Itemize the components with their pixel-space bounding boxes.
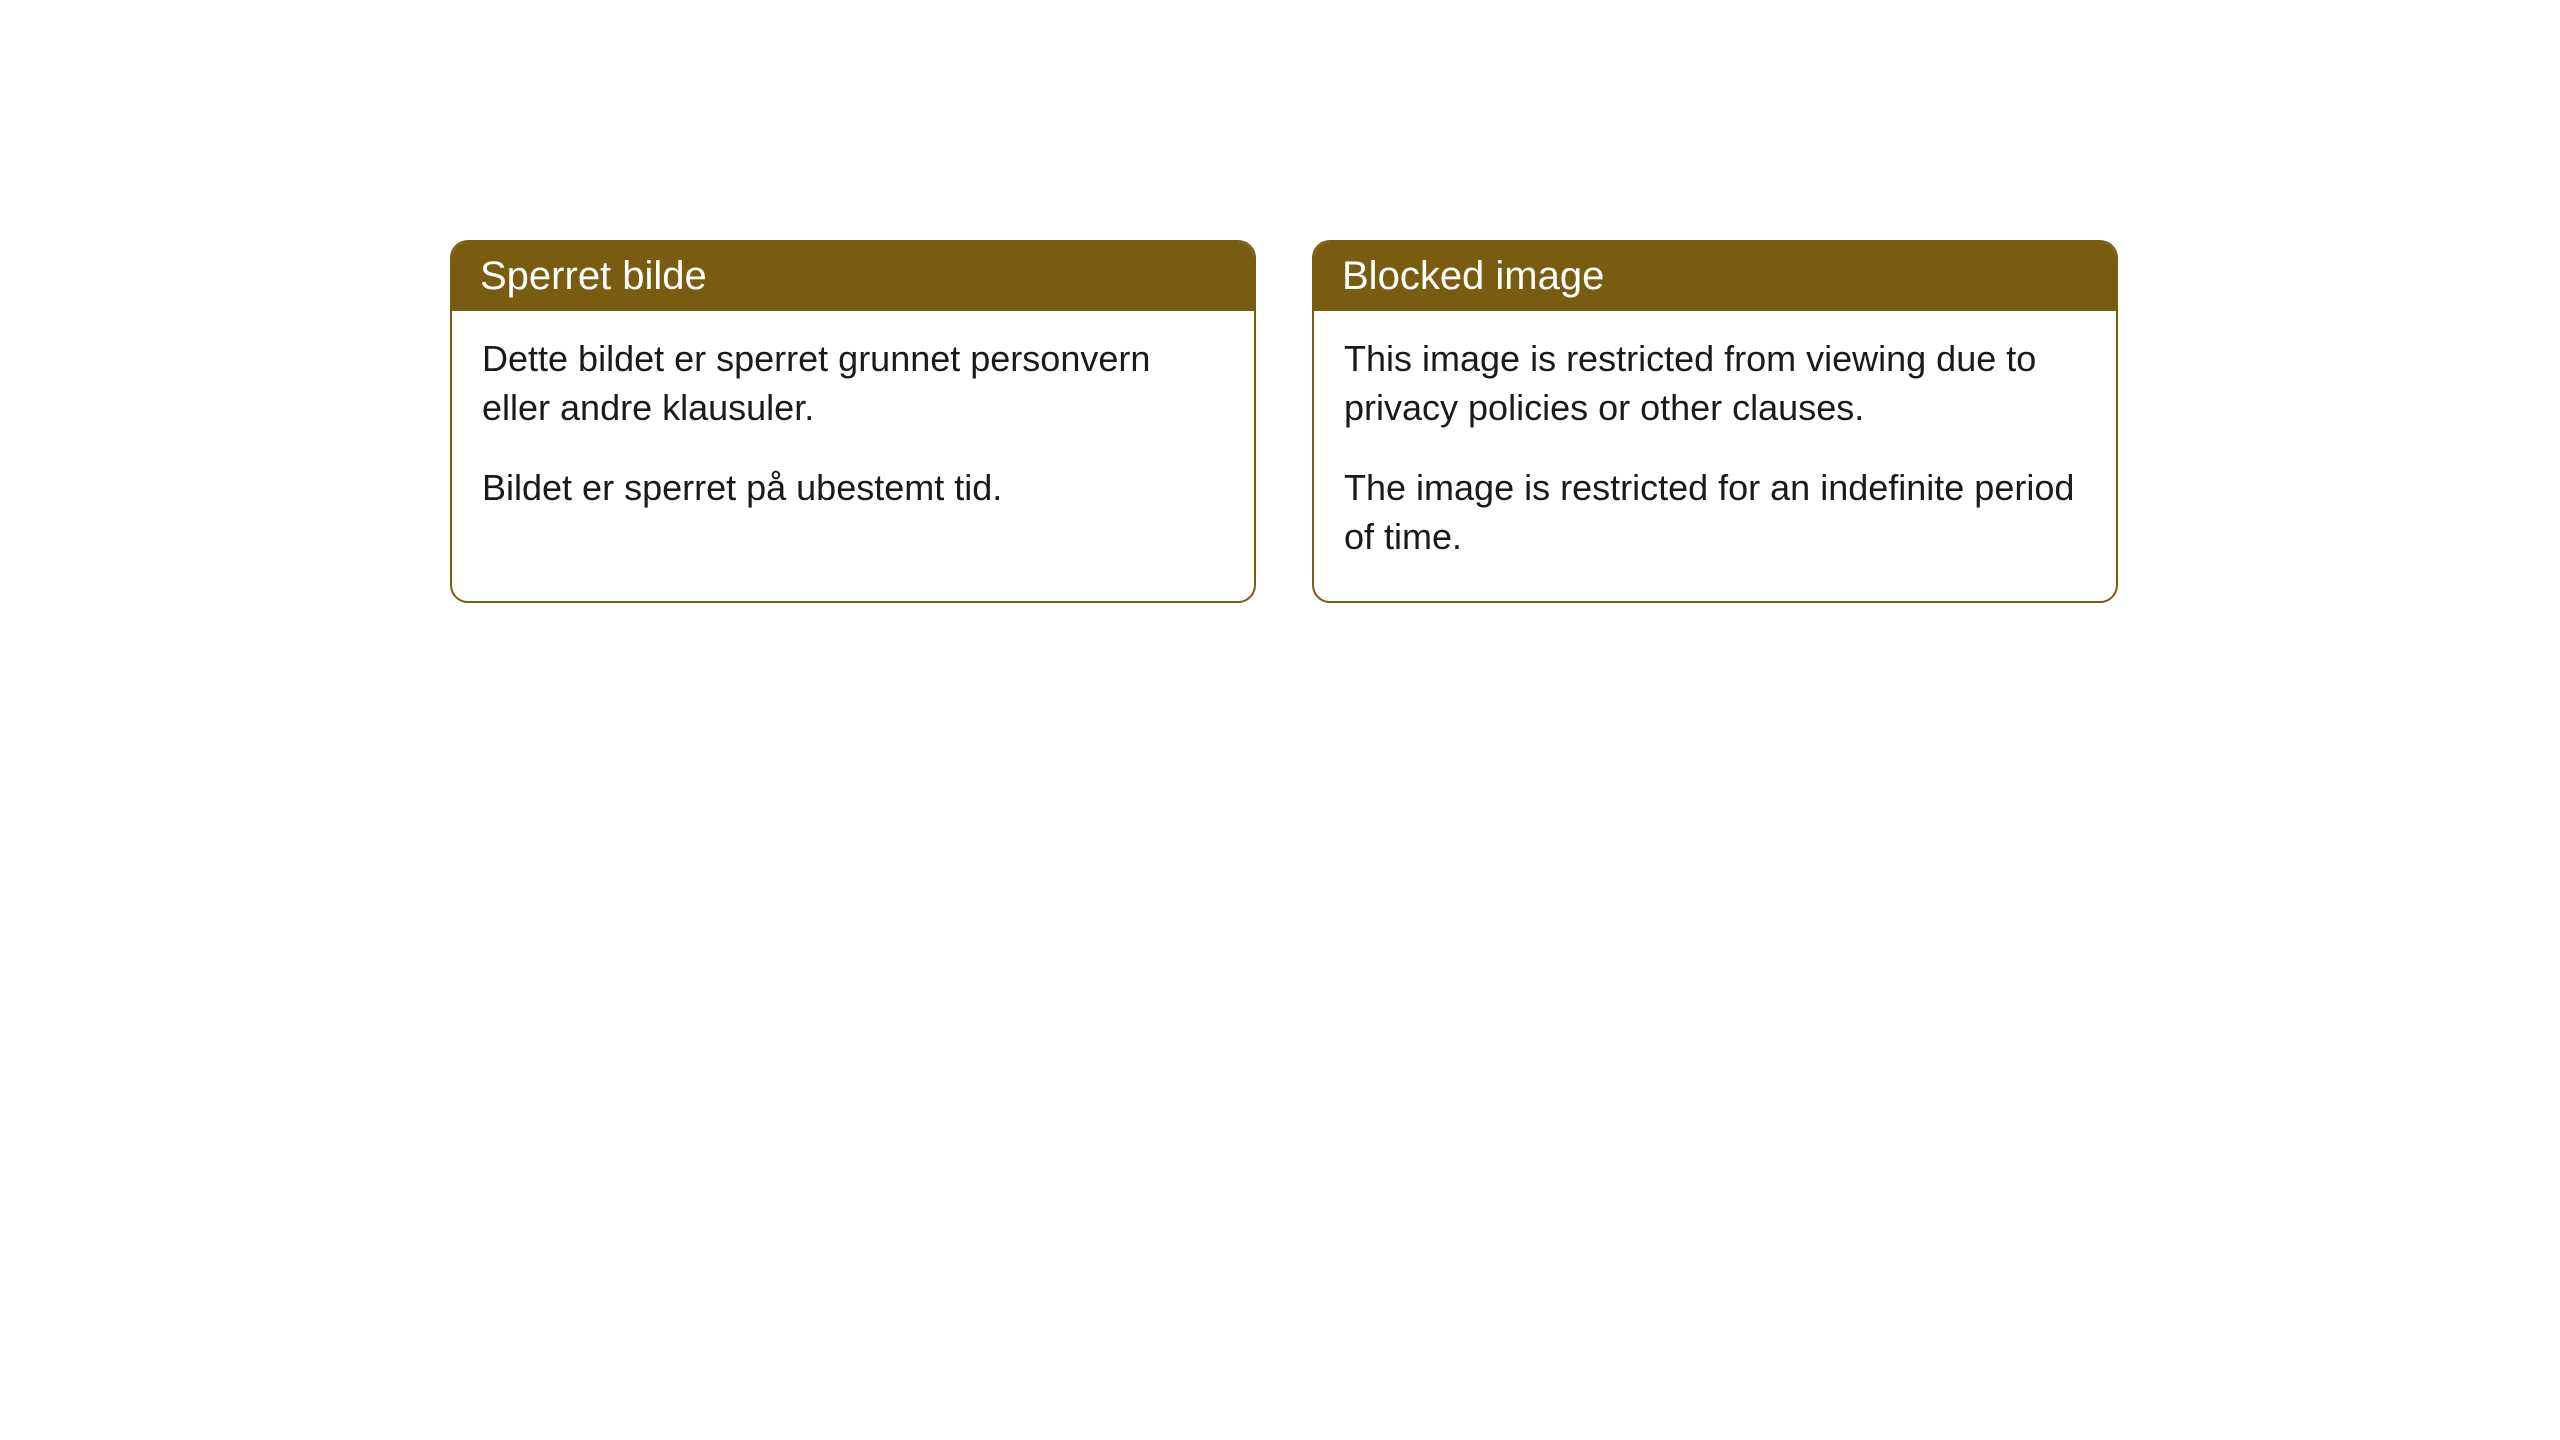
card-body-no: Dette bildet er sperret grunnet personve… — [452, 311, 1254, 553]
blocked-image-card-en: Blocked image This image is restricted f… — [1312, 240, 2118, 603]
card-title-en: Blocked image — [1314, 242, 2116, 311]
card-paragraph-no-2: Bildet er sperret på ubestemt tid. — [482, 464, 1224, 513]
notice-container: Sperret bilde Dette bildet er sperret gr… — [0, 0, 2560, 603]
card-paragraph-en-2: The image is restricted for an indefinit… — [1344, 464, 2086, 561]
blocked-image-card-no: Sperret bilde Dette bildet er sperret gr… — [450, 240, 1256, 603]
card-paragraph-no-1: Dette bildet er sperret grunnet personve… — [482, 335, 1224, 432]
card-title-no: Sperret bilde — [452, 242, 1254, 311]
card-paragraph-en-1: This image is restricted from viewing du… — [1344, 335, 2086, 432]
card-body-en: This image is restricted from viewing du… — [1314, 311, 2116, 601]
